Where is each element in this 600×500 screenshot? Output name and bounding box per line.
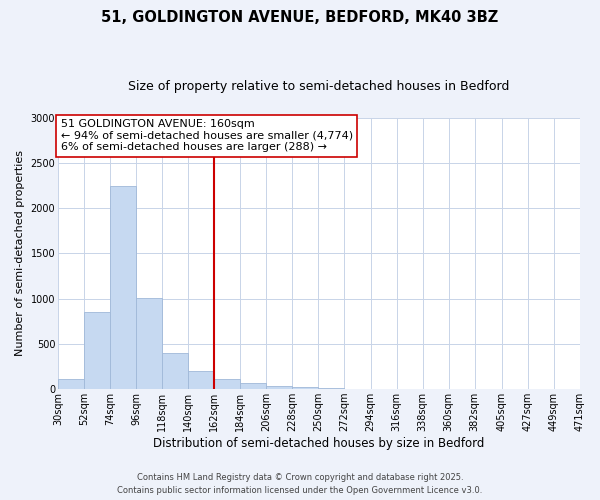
X-axis label: Distribution of semi-detached houses by size in Bedford: Distribution of semi-detached houses by … xyxy=(154,437,485,450)
Text: Contains HM Land Registry data © Crown copyright and database right 2025.
Contai: Contains HM Land Registry data © Crown c… xyxy=(118,474,482,495)
Bar xyxy=(214,379,241,389)
Y-axis label: Number of semi-detached properties: Number of semi-detached properties xyxy=(15,150,25,356)
Bar xyxy=(241,384,266,389)
Bar xyxy=(319,388,344,389)
Title: Size of property relative to semi-detached houses in Bedford: Size of property relative to semi-detach… xyxy=(128,80,510,93)
Bar xyxy=(266,386,292,389)
Bar xyxy=(84,312,110,389)
Bar xyxy=(136,298,162,389)
Text: 51, GOLDINGTON AVENUE, BEDFORD, MK40 3BZ: 51, GOLDINGTON AVENUE, BEDFORD, MK40 3BZ xyxy=(101,10,499,25)
Bar xyxy=(58,379,84,389)
Bar xyxy=(110,186,136,389)
Text: 51 GOLDINGTON AVENUE: 160sqm
← 94% of semi-detached houses are smaller (4,774)
6: 51 GOLDINGTON AVENUE: 160sqm ← 94% of se… xyxy=(61,119,353,152)
Bar xyxy=(162,354,188,389)
Bar xyxy=(188,370,214,389)
Bar xyxy=(292,388,319,389)
